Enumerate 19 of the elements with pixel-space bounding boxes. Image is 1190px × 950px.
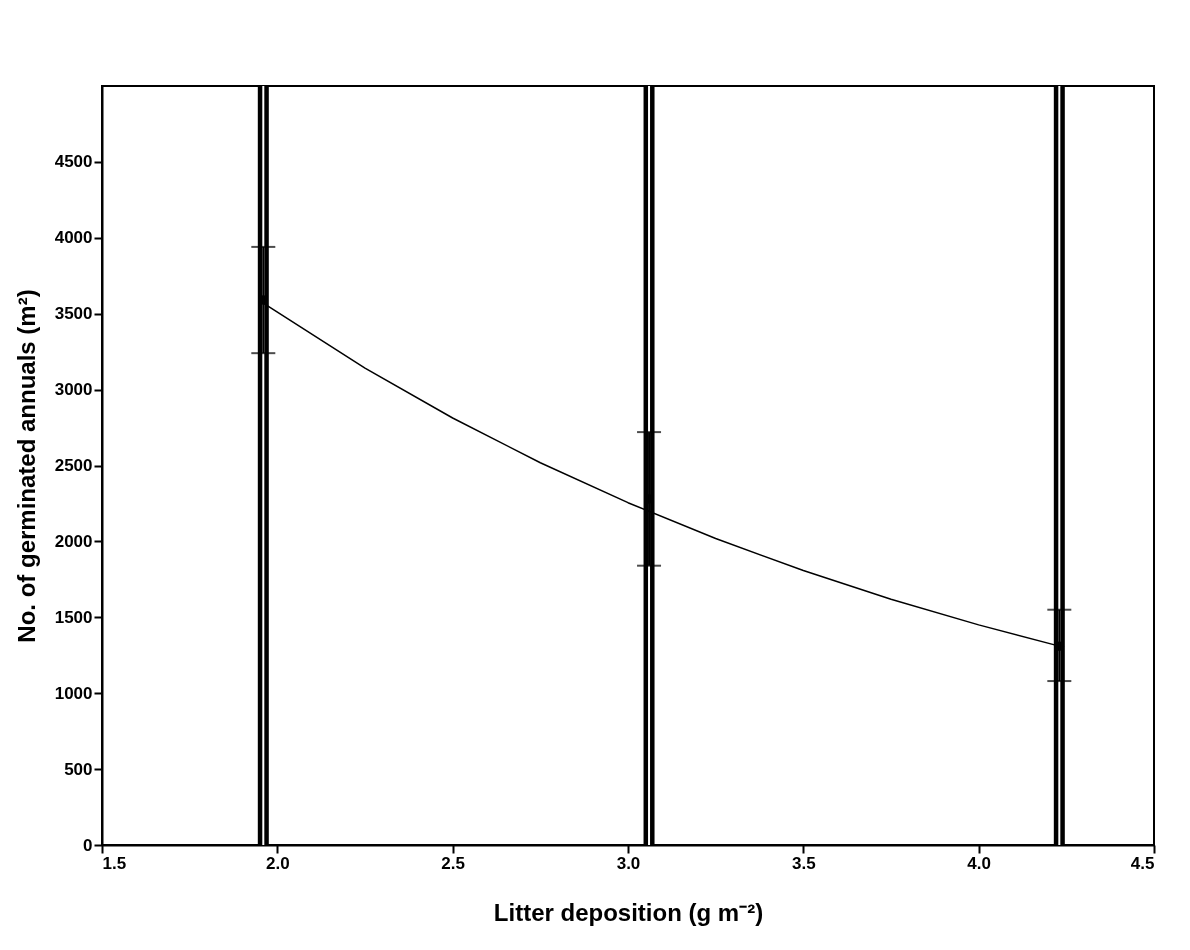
y-tick-label: 4000 (54, 228, 93, 248)
y-tick-label: 500 (64, 759, 93, 779)
x-axis-title: Litter deposition (g m⁻²) (493, 898, 764, 926)
y-tick-label: 1000 (54, 683, 93, 703)
x-tick-label: 2.5 (441, 853, 465, 873)
x-tick-label: 4.5 (1130, 853, 1155, 873)
y-tick-label: 2500 (54, 456, 93, 475)
y-tick-label: 4500 (54, 152, 93, 172)
x-tick-label: 2.0 (266, 853, 290, 873)
y-tick-label: 3000 (54, 380, 93, 400)
y-tick-label: 2000 (54, 531, 93, 551)
y-axis-title: No. of germinated annuals (m²) (12, 289, 40, 643)
x-tick-label: 4.0 (967, 853, 991, 873)
x-tick-label: 1.5 (102, 853, 127, 873)
x-tick-label: 3.0 (616, 853, 641, 873)
x-tick-label: 3.5 (792, 853, 816, 873)
y-tick-label: 3500 (54, 304, 93, 324)
y-tick-label: 1500 (54, 607, 93, 627)
y-tick-label: 0 (83, 835, 93, 855)
